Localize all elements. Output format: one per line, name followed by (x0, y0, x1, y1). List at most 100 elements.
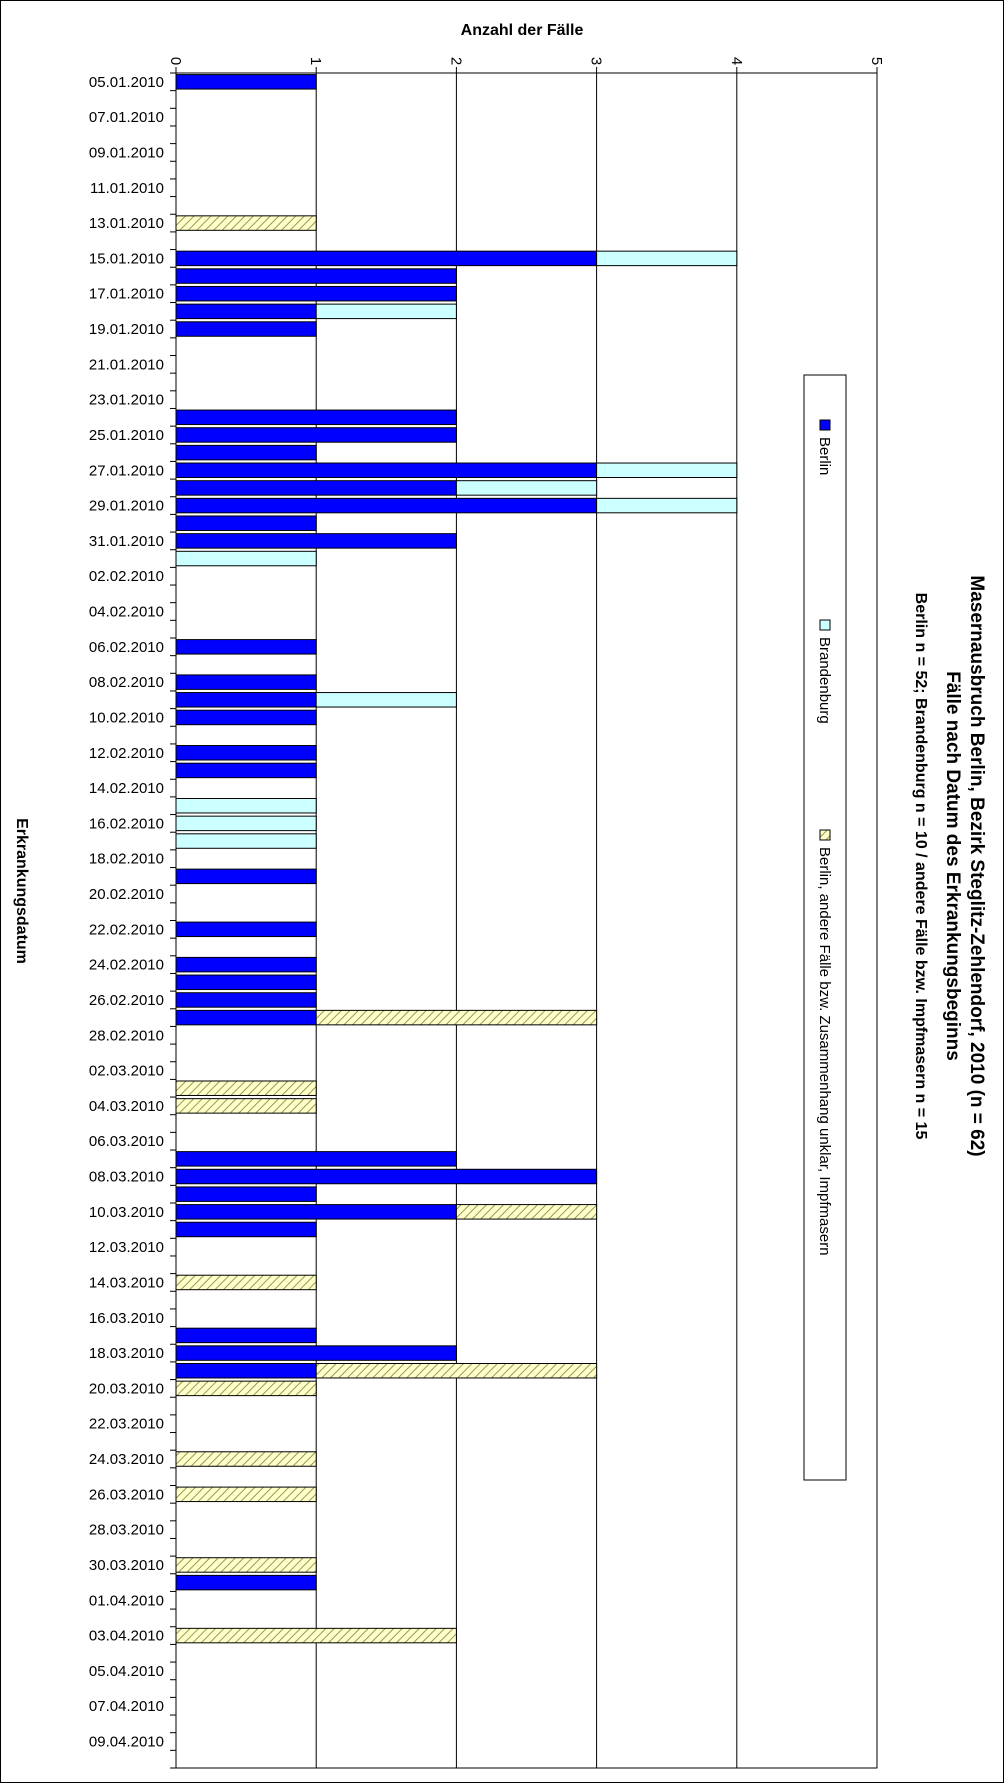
x-tick-label: 1 (307, 57, 324, 65)
bar-segment (175, 1274, 317, 1291)
bar-segment (175, 762, 317, 779)
y-tick-label: 20.02.2010 (89, 886, 164, 903)
y-tick-label: 03.04.2010 (89, 1628, 164, 1645)
bar-segment (175, 833, 317, 849)
bar-segment (175, 497, 598, 514)
bar-segment (175, 745, 317, 761)
bar-segment (175, 321, 317, 337)
y-tick-label: 13.01.2010 (89, 215, 164, 232)
y-tick-label: 08.02.2010 (89, 674, 164, 691)
legend-swatch (819, 619, 831, 631)
bar-segment (175, 692, 317, 708)
y-tick-label: 30.03.2010 (89, 1557, 164, 1574)
y-tick-label: 26.02.2010 (89, 992, 164, 1009)
bar-segment (175, 285, 457, 302)
y-tick-label: 10.03.2010 (89, 1204, 164, 1221)
x-tick-label: 2 (447, 57, 464, 65)
y-tick-label: 29.01.2010 (89, 498, 164, 515)
bar-segment (175, 1574, 317, 1591)
bar-segment (175, 1098, 317, 1114)
bar-segment (175, 1080, 317, 1096)
y-tick-label: 07.01.2010 (89, 109, 164, 126)
y-tick-label: 07.04.2010 (89, 1698, 164, 1715)
bar-segment (175, 1186, 317, 1202)
y-tick-label: 18.03.2010 (89, 1345, 164, 1362)
y-tick-label: 24.03.2010 (89, 1451, 164, 1468)
y-tick-label: 31.01.2010 (89, 533, 164, 550)
y-tick-label: 05.01.2010 (89, 74, 164, 91)
bar-segment (596, 462, 738, 479)
bar-segment (175, 515, 317, 531)
bar-segment (175, 427, 457, 443)
y-tick-label: 12.02.2010 (89, 745, 164, 762)
y-tick-label: 19.01.2010 (89, 321, 164, 338)
chart-subtitle: Fälle nach Datum des Erkrankungsbeginns (942, 671, 963, 1061)
y-tick-label: 01.04.2010 (89, 1592, 164, 1609)
y-tick-label: 23.01.2010 (89, 392, 164, 409)
y-tick-label: 17.01.2010 (89, 286, 164, 303)
y-tick-label: 08.03.2010 (89, 1169, 164, 1186)
y-tick-label: 11.01.2010 (90, 180, 164, 197)
bar-segment (315, 1009, 598, 1026)
bar-segment (175, 1451, 317, 1467)
bar-segment (175, 409, 457, 426)
y-tick-label: 25.01.2010 (89, 427, 164, 444)
legend (803, 374, 847, 1481)
y-tick-label: 09.04.2010 (89, 1734, 164, 1751)
bar-segment (175, 462, 598, 479)
y-tick-label: 28.03.2010 (89, 1522, 164, 1539)
x-tick-label: 4 (728, 57, 745, 65)
x-tick-label: 5 (868, 57, 885, 65)
legend-label: Berlin (816, 437, 833, 475)
x-tick-label: 0 (167, 57, 184, 65)
y-tick-label: 14.03.2010 (89, 1274, 164, 1291)
legend-label: Berlin, andere Fälle bzw. Zusammenhang u… (816, 847, 833, 1256)
bar-segment (455, 1204, 598, 1220)
bar-segment (175, 1486, 317, 1503)
bar-segment (175, 1204, 457, 1220)
bar-segment (175, 815, 317, 832)
y-tick-label: 15.01.2010 (89, 250, 164, 267)
y-tick-label: 16.03.2010 (89, 1310, 164, 1327)
y-tick-label: 22.03.2010 (89, 1416, 164, 1433)
y-tick-label: 16.02.2010 (89, 815, 164, 832)
bar-segment (175, 974, 317, 991)
y-tick-label: 04.02.2010 (89, 604, 164, 621)
y-tick-label: 02.02.2010 (89, 568, 164, 585)
bar-segment (175, 639, 317, 655)
bar-segment (175, 268, 457, 284)
legend-swatch (819, 419, 831, 431)
y-tick-label: 26.03.2010 (89, 1486, 164, 1503)
bar-segment (175, 1151, 457, 1167)
bar-segment (175, 1221, 317, 1238)
bar-segment (175, 1168, 598, 1185)
y-tick-label: 20.03.2010 (89, 1380, 164, 1397)
bar-segment (315, 692, 457, 708)
bar-segment (175, 797, 317, 814)
bar-segment (175, 215, 317, 231)
bar-segment (175, 533, 457, 549)
bar-segment (175, 303, 317, 320)
bar-segment (175, 1009, 317, 1026)
x-tick-label: 3 (588, 57, 605, 65)
bar-segment (175, 480, 457, 496)
y-tick-label: 14.02.2010 (89, 780, 164, 797)
bar-segment (596, 250, 738, 267)
y-tick-label: 06.02.2010 (89, 639, 164, 656)
y-tick-label: 02.03.2010 (89, 1063, 164, 1080)
bar-segment (175, 1627, 457, 1644)
y-tick-label: 12.03.2010 (89, 1239, 164, 1256)
bar-segment (175, 1557, 317, 1573)
bar-segment (175, 674, 317, 690)
bar-segment (175, 1345, 457, 1361)
x-axis-title: Anzahl der Fälle (461, 22, 584, 39)
bar-segment (315, 1362, 598, 1379)
y-tick-label: 24.02.2010 (89, 957, 164, 974)
bar-segment (175, 1380, 317, 1397)
bar-segment (175, 956, 317, 973)
y-tick-label: 28.02.2010 (89, 1027, 164, 1044)
y-tick-label: 21.01.2010 (89, 356, 164, 373)
y-tick-label: 10.02.2010 (89, 709, 164, 726)
